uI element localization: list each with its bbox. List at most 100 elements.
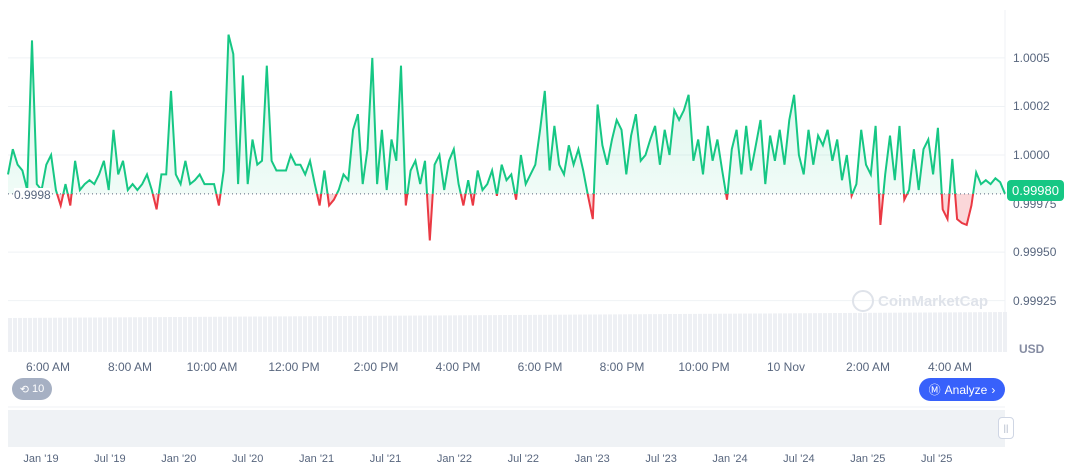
volume-bar bbox=[13, 317, 17, 352]
volume-bar bbox=[793, 313, 797, 352]
volume-bar bbox=[813, 313, 817, 352]
volume-bar bbox=[918, 312, 922, 352]
volume-bar bbox=[648, 314, 652, 352]
cmc-logo-icon bbox=[852, 290, 874, 312]
y-tick-label: 0.99925 bbox=[1013, 293, 1057, 308]
volume-bar bbox=[933, 312, 937, 352]
volume-bar bbox=[418, 315, 422, 352]
volume-bar bbox=[583, 314, 587, 352]
volume-bar bbox=[38, 317, 42, 352]
navigator-label: Jan '22 bbox=[436, 453, 472, 465]
x-tick-label: 2:00 PM bbox=[353, 360, 399, 374]
volume-bar bbox=[208, 316, 212, 352]
volume-bar bbox=[288, 316, 292, 352]
volume-bar bbox=[603, 314, 607, 352]
volume-bar bbox=[83, 317, 87, 352]
x-tick-label: 6:00 AM bbox=[25, 360, 71, 374]
volume-bar bbox=[643, 314, 647, 352]
volume-bar bbox=[173, 317, 177, 352]
volume-bar bbox=[458, 315, 462, 352]
volume-bar bbox=[993, 312, 997, 352]
navigator-handle[interactable]: || bbox=[998, 417, 1014, 439]
volume-bar bbox=[153, 317, 157, 352]
current-price-badge: 0.99980 bbox=[1007, 180, 1064, 201]
volume-bar bbox=[538, 314, 542, 352]
volume-bar bbox=[328, 316, 332, 352]
volume-bar bbox=[883, 312, 887, 352]
navigator-range[interactable] bbox=[8, 410, 1005, 447]
x-tick-label: 2:00 AM bbox=[845, 360, 891, 374]
volume-bar bbox=[943, 312, 947, 352]
volume-bar bbox=[498, 315, 502, 352]
volume-bar bbox=[573, 314, 577, 352]
navigator-label: Jul '19 bbox=[94, 453, 126, 465]
navigator-label: Jan '19 bbox=[23, 453, 59, 465]
volume-bar bbox=[743, 313, 747, 352]
volume-bar bbox=[143, 317, 147, 352]
volume-bar bbox=[543, 314, 547, 352]
volume-bar bbox=[323, 316, 327, 352]
volume-bar bbox=[73, 317, 77, 352]
volume-bar bbox=[728, 313, 732, 352]
volume-bar bbox=[33, 317, 37, 352]
volume-bar bbox=[88, 317, 92, 352]
y-tick-label: 1.0000 bbox=[1013, 148, 1050, 162]
volume-bar bbox=[493, 315, 497, 352]
volume-bar bbox=[668, 314, 672, 352]
volume-bar bbox=[713, 313, 717, 352]
volume-bar bbox=[468, 315, 472, 352]
volume-bar bbox=[178, 316, 182, 352]
volume-bar bbox=[678, 313, 682, 352]
volume-bar bbox=[158, 317, 162, 352]
volume-bar bbox=[263, 316, 267, 352]
history-icon: ⟲ bbox=[19, 383, 29, 396]
volume-bar bbox=[863, 312, 867, 352]
volume-bar bbox=[378, 315, 382, 352]
y-tick-label: 1.0002 bbox=[1013, 99, 1050, 114]
volume-bar bbox=[513, 314, 517, 352]
volume-bar bbox=[698, 313, 702, 352]
volume-bar bbox=[188, 316, 192, 352]
volume-bar bbox=[233, 316, 237, 352]
volume-bar bbox=[93, 317, 97, 352]
volume-bar bbox=[893, 312, 897, 352]
volume-bar bbox=[108, 317, 112, 352]
volume-bar bbox=[928, 312, 932, 352]
volume-bar bbox=[578, 314, 582, 352]
volume-bar bbox=[438, 315, 442, 352]
price-line-up bbox=[7, 34, 1006, 194]
volume-bar bbox=[663, 314, 667, 352]
volume-bar bbox=[148, 317, 152, 352]
volume-bar bbox=[228, 316, 232, 352]
volume-bar bbox=[183, 316, 187, 352]
x-tick-label: 12:00 PM bbox=[268, 360, 320, 374]
navigator-label: Jul '21 bbox=[369, 453, 402, 465]
volume-bar bbox=[193, 316, 197, 352]
volume-bar bbox=[563, 314, 567, 352]
volume-bar bbox=[963, 312, 967, 352]
volume-bar bbox=[828, 313, 832, 352]
volume-bar bbox=[333, 316, 337, 352]
volume-bar bbox=[853, 312, 857, 352]
volume-bar bbox=[128, 317, 132, 352]
volume-bar bbox=[133, 317, 137, 352]
x-tick-label: 6:00 PM bbox=[517, 360, 563, 374]
volume-bar bbox=[18, 317, 22, 352]
volume-bar bbox=[978, 312, 982, 352]
volume-bar bbox=[243, 316, 247, 352]
volume-bar bbox=[428, 315, 432, 352]
analyze-button[interactable]: Ⓜ Analyze › bbox=[919, 378, 1005, 401]
volume-bar bbox=[848, 312, 852, 352]
volume-bar bbox=[988, 312, 992, 352]
volume-bar bbox=[8, 318, 12, 352]
volume-bar bbox=[673, 314, 677, 352]
volume-bar bbox=[708, 313, 712, 352]
volume-bar bbox=[453, 315, 457, 352]
volume-bar bbox=[348, 315, 352, 352]
history-button[interactable]: ⟲ 10 bbox=[12, 378, 52, 400]
volume-bar bbox=[43, 317, 47, 352]
watermark: CoinMarketCap bbox=[852, 290, 988, 312]
x-tick-label: 8:00 AM bbox=[107, 360, 153, 374]
volume-bar bbox=[523, 314, 527, 352]
